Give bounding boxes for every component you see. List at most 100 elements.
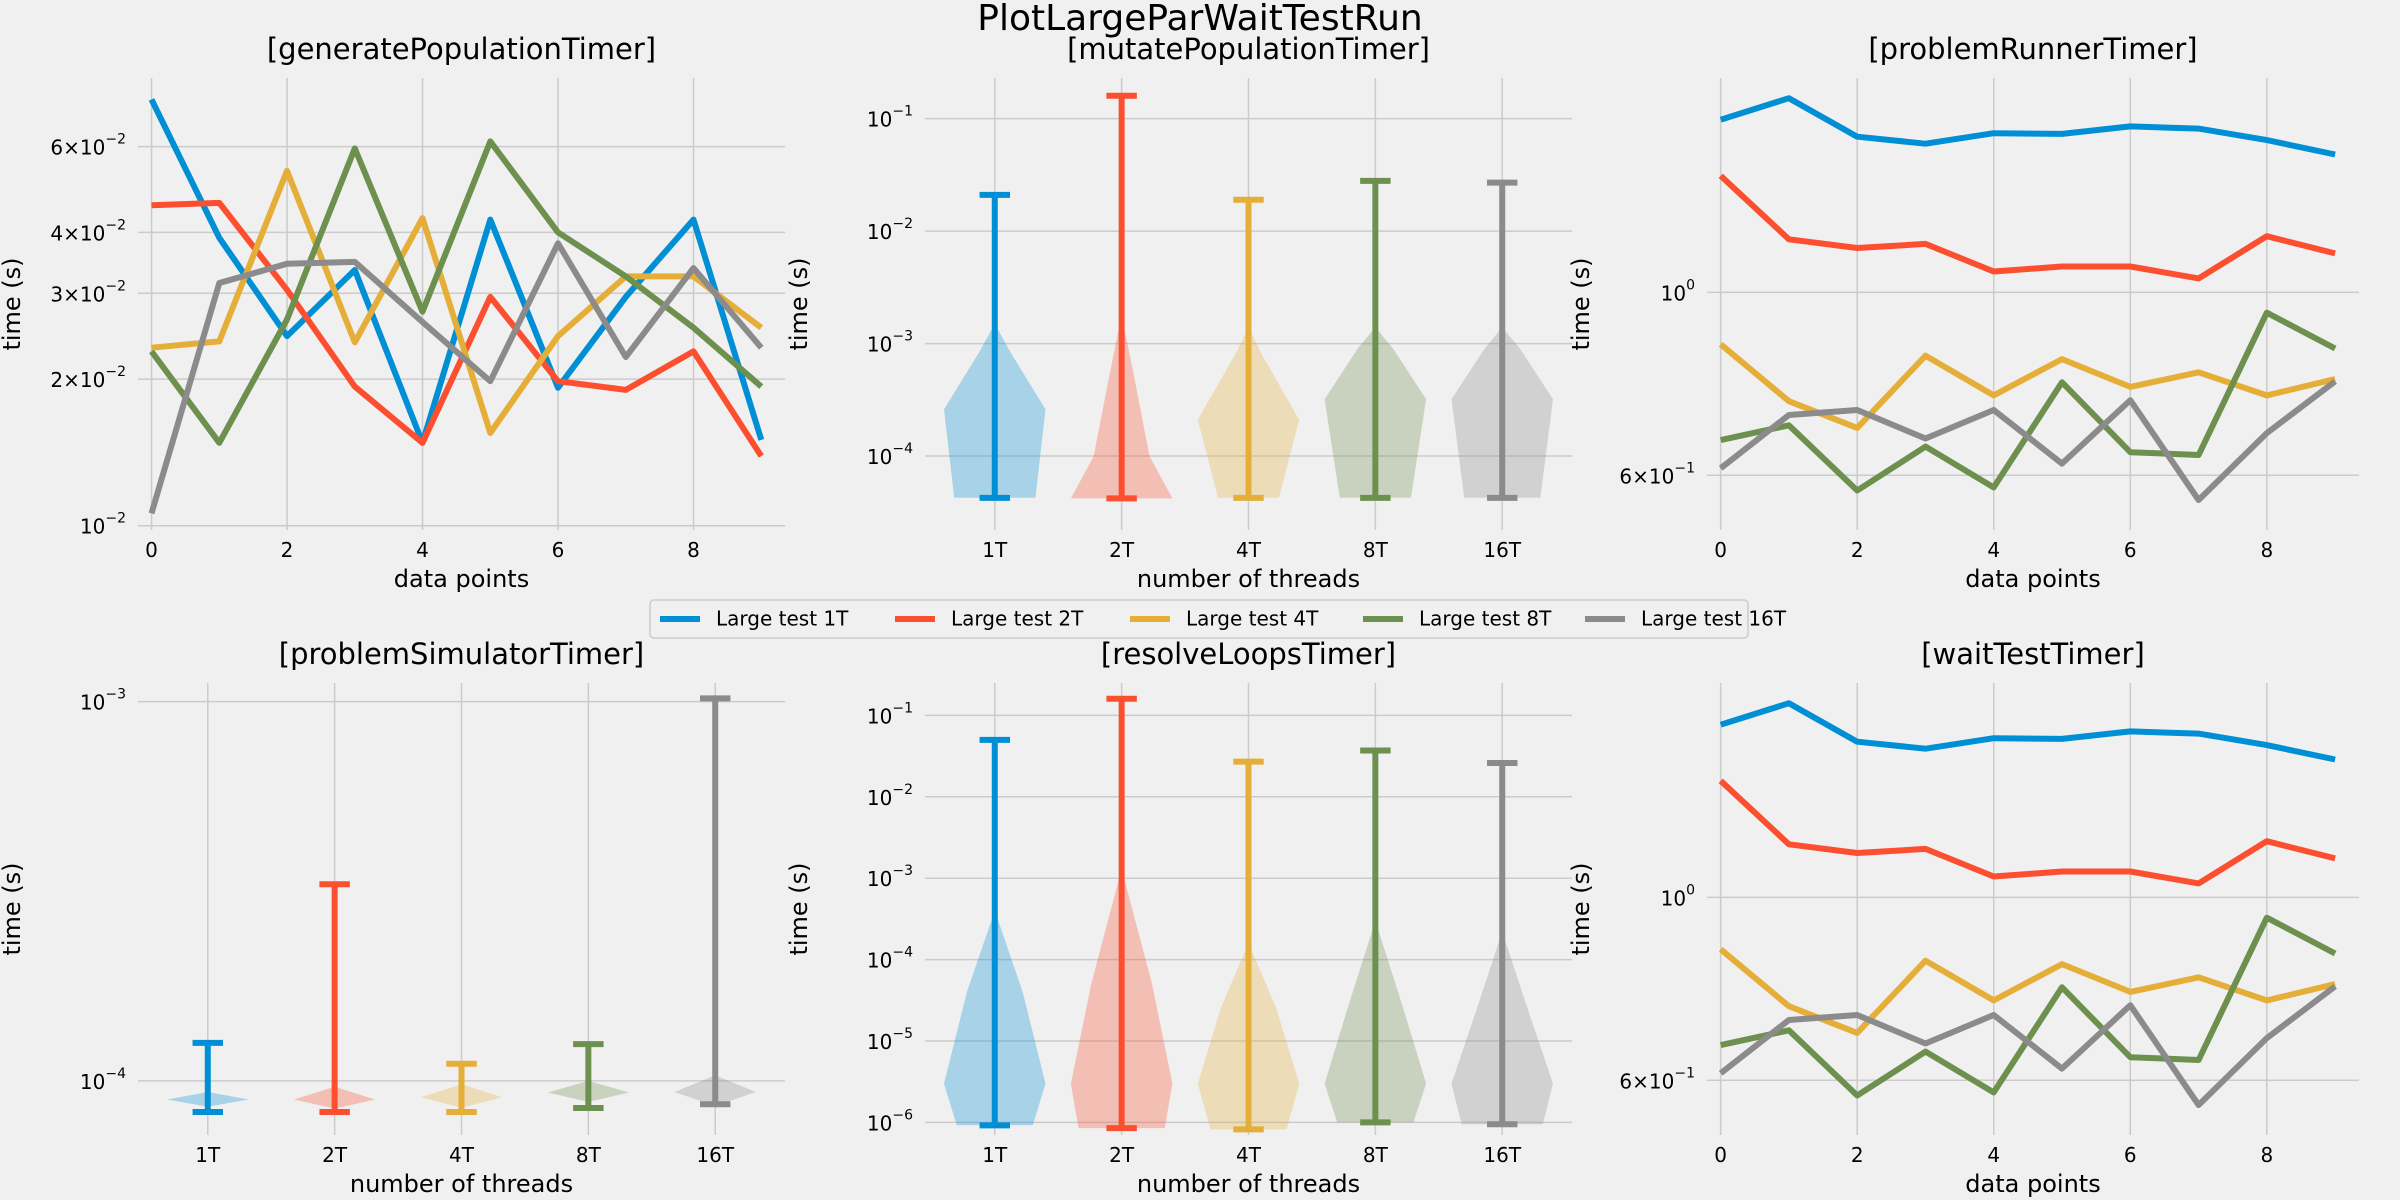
y-tick-label-base: 6×10 bbox=[1619, 1069, 1674, 1093]
y-tick-label-exponent: −1 bbox=[892, 104, 913, 120]
series-line-large-test-16t bbox=[148, 240, 764, 515]
y-tick-label-exponent: −1 bbox=[892, 700, 913, 716]
y-tick-label-exponent: −2 bbox=[105, 278, 126, 294]
violin-16T bbox=[1451, 760, 1553, 1128]
plot-area bbox=[167, 695, 756, 1115]
series-line-large-test-1t bbox=[1719, 700, 2336, 763]
y-tick-label-base: 2×10 bbox=[50, 368, 105, 392]
legend-label: Large test 16T bbox=[1641, 607, 1787, 631]
x-tick-label: 4 bbox=[416, 538, 429, 562]
legend-label: Large test 4T bbox=[1186, 607, 1319, 631]
y-tick-label-exponent: −4 bbox=[105, 1066, 126, 1082]
violin-8T bbox=[1324, 747, 1427, 1126]
series-line-large-test-1t bbox=[1719, 95, 2336, 158]
x-tick-label: 2 bbox=[1851, 1143, 1864, 1167]
y-tick-label-exponent: −2 bbox=[105, 217, 126, 233]
violin-2T bbox=[1070, 92, 1173, 502]
y-axis-label: time (s) bbox=[1567, 862, 1595, 955]
y-tick-label-base: 10 bbox=[80, 690, 105, 714]
y-tick-label-base: 10 bbox=[80, 514, 105, 538]
violin-16T bbox=[674, 695, 756, 1108]
y-tick-label-base: 10 bbox=[867, 220, 892, 244]
y-tick-label-base: 10 bbox=[867, 445, 892, 469]
x-axis-label: number of threads bbox=[1137, 565, 1360, 593]
y-tick-label-exponent: −5 bbox=[892, 1026, 913, 1042]
x-tick-label: 16T bbox=[696, 1143, 734, 1167]
x-tick-label: 8T bbox=[1363, 538, 1389, 562]
y-tick-label-base: 6×10 bbox=[50, 135, 105, 159]
y-axis-label: time (s) bbox=[0, 257, 26, 350]
legend-label: Large test 1T bbox=[716, 607, 849, 631]
y-tick-label-base: 10 bbox=[867, 107, 892, 131]
x-tick-label: 2 bbox=[281, 538, 294, 562]
violin-4T bbox=[1197, 196, 1300, 501]
y-tick-label-base: 10 bbox=[867, 1111, 892, 1135]
series-line-large-test-8t bbox=[149, 138, 764, 446]
y-tick-label: 4×10−2 bbox=[50, 217, 126, 245]
y-tick-label-base: 10 bbox=[867, 785, 892, 809]
violin-1T bbox=[944, 736, 1046, 1129]
x-tick-label: 6 bbox=[2124, 538, 2137, 562]
x-tick-label: 2T bbox=[322, 1143, 348, 1167]
y-tick-label-base: 4×10 bbox=[50, 221, 105, 245]
y-tick-label-base: 10 bbox=[867, 1029, 892, 1053]
x-tick-label: 4 bbox=[1987, 1143, 2000, 1167]
panel-4: [problemSimulatorTimer]10−410−31T 2T 4T 8T 1… bbox=[0, 637, 785, 1198]
y-tick-label-base: 10 bbox=[867, 704, 892, 728]
panel-title: [problemRunnerTimer] bbox=[1868, 32, 2197, 66]
y-axis-label: time (s) bbox=[0, 862, 26, 955]
violin-1T bbox=[944, 191, 1046, 501]
y-tick-label: 2×10−2 bbox=[50, 364, 126, 392]
plot-area bbox=[944, 92, 1553, 502]
x-tick-label: 8 bbox=[2260, 538, 2273, 562]
y-tick-label-base: 10 bbox=[867, 948, 892, 972]
y-tick-label: 10−4 bbox=[867, 441, 913, 469]
y-tick-label: 10−3 bbox=[867, 863, 913, 891]
legend-label: Large test 2T bbox=[951, 607, 1084, 631]
violin-2T bbox=[294, 881, 376, 1115]
x-tick-label: 2T bbox=[1109, 1143, 1135, 1167]
y-tick-label-base: 10 bbox=[1661, 886, 1686, 910]
series-line-large-test-2t bbox=[1718, 173, 2336, 282]
series-line-large-test-16t bbox=[1718, 379, 2337, 503]
y-tick-label: 10−2 bbox=[867, 216, 913, 244]
y-tick-label: 100 bbox=[1661, 277, 1695, 305]
y-tick-label: 10−2 bbox=[867, 782, 913, 810]
x-tick-label: 4 bbox=[1987, 538, 2000, 562]
x-axis-label: data points bbox=[1965, 1170, 2100, 1198]
legend-frame bbox=[649, 599, 1749, 639]
y-tick-label: 10−1 bbox=[867, 700, 913, 728]
x-axis-label: data points bbox=[394, 565, 529, 593]
plot-area bbox=[944, 695, 1553, 1133]
panel-title: [mutatePopulationTimer] bbox=[1067, 32, 1430, 66]
y-tick-label: 10−6 bbox=[867, 1107, 913, 1135]
y-tick-label-exponent: −2 bbox=[105, 132, 126, 148]
y-tick-label: 3×10−2 bbox=[50, 278, 126, 306]
y-tick-label-exponent: −2 bbox=[105, 511, 126, 527]
y-tick-label-base: 10 bbox=[1661, 281, 1686, 305]
x-tick-label: 2 bbox=[1851, 538, 1864, 562]
violin-4T bbox=[420, 1060, 503, 1115]
y-tick-label: 10−2 bbox=[80, 511, 126, 539]
legend-label: Large test 8T bbox=[1419, 607, 1552, 631]
y-axis-label: time (s) bbox=[785, 257, 813, 350]
y-tick-label: 6×10−1 bbox=[1619, 1065, 1695, 1093]
y-axis-label: time (s) bbox=[1567, 257, 1595, 350]
x-axis-label: number of threads bbox=[350, 1170, 573, 1198]
y-tick-label: 6×10−2 bbox=[50, 132, 126, 160]
x-axis-label: data points bbox=[1965, 565, 2100, 593]
y-tick-label-exponent: −3 bbox=[892, 863, 913, 879]
y-tick-label-exponent: −2 bbox=[892, 782, 913, 798]
y-tick-label-exponent: −4 bbox=[892, 945, 913, 961]
violin-4T bbox=[1197, 758, 1300, 1133]
y-tick-label-exponent: −2 bbox=[105, 364, 126, 380]
y-tick-label: 10−4 bbox=[867, 945, 913, 973]
y-tick-label-base: 6×10 bbox=[1619, 464, 1674, 488]
y-tick-label-exponent: −4 bbox=[892, 441, 913, 457]
series-line-large-test-2t bbox=[1718, 778, 2336, 887]
violin-8T bbox=[547, 1041, 629, 1112]
x-tick-label: 1T bbox=[982, 1143, 1008, 1167]
y-tick-label: 10−5 bbox=[867, 1026, 913, 1054]
y-tick-label-base: 10 bbox=[80, 1069, 105, 1093]
